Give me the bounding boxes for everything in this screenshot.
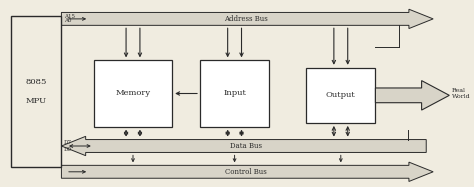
Polygon shape — [62, 136, 426, 156]
Bar — [94, 60, 172, 127]
Text: 8085

MPU: 8085 MPU — [25, 79, 47, 105]
Text: Real
World: Real World — [452, 88, 470, 99]
Text: Input: Input — [223, 90, 246, 97]
Text: A15: A15 — [64, 14, 75, 19]
Bar — [306, 68, 375, 123]
Text: Data Bus: Data Bus — [230, 142, 262, 150]
Polygon shape — [62, 162, 433, 181]
Text: A0: A0 — [64, 19, 71, 24]
Bar — [200, 60, 269, 127]
Polygon shape — [375, 81, 449, 110]
Text: Control Bus: Control Bus — [225, 168, 267, 176]
Text: D0: D0 — [64, 147, 72, 151]
Text: Output: Output — [326, 91, 356, 99]
Bar — [10, 16, 62, 167]
Text: D7: D7 — [64, 140, 72, 145]
Text: Memory: Memory — [116, 90, 151, 97]
Text: Address Bus: Address Bus — [224, 15, 268, 23]
Polygon shape — [62, 9, 433, 29]
